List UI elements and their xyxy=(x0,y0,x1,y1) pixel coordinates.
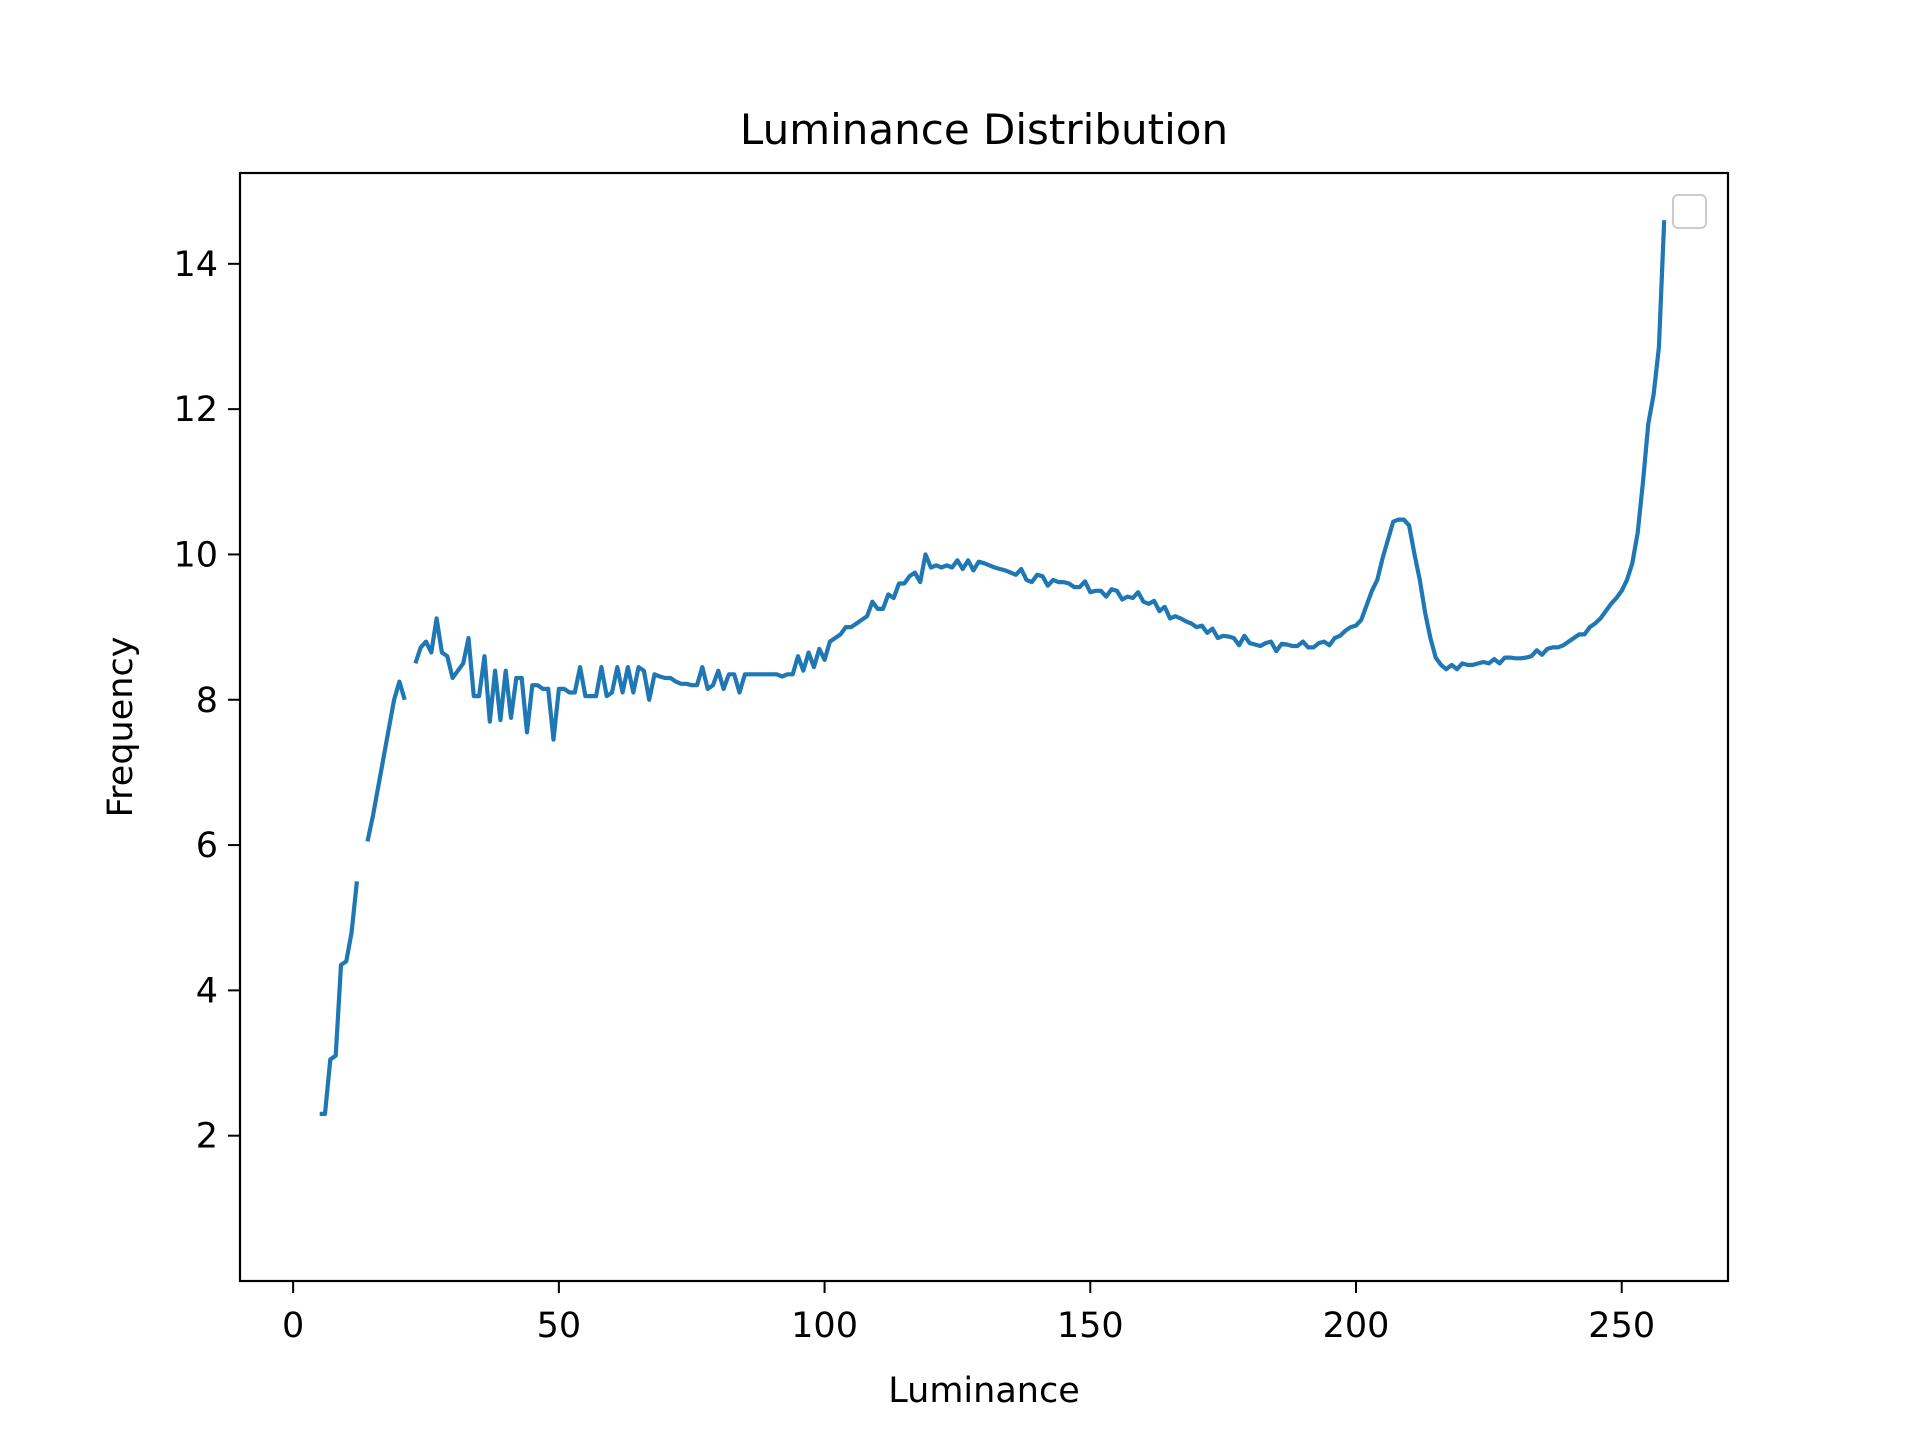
legend-box xyxy=(1672,194,1707,229)
y-tick-label: 8 xyxy=(196,681,218,721)
x-axis-label: Luminance xyxy=(888,1371,1079,1411)
y-tick-label: 2 xyxy=(196,1117,218,1157)
x-tick-label: 50 xyxy=(537,1306,582,1346)
y-tick-label: 14 xyxy=(173,245,218,285)
axes-frame xyxy=(238,171,1730,1283)
y-tick-label: 12 xyxy=(173,390,218,430)
x-tick-label: 0 xyxy=(282,1306,304,1346)
y-axis-label: Frequency xyxy=(101,637,141,818)
series-line-segment-0-1 xyxy=(365,679,407,842)
plot-layer xyxy=(319,220,1667,1116)
x-tick-label: 250 xyxy=(1588,1306,1655,1346)
x-tick-label: 150 xyxy=(1057,1306,1124,1346)
series-line-segment-0-2 xyxy=(413,220,1667,742)
y-tick-label: 4 xyxy=(196,971,218,1011)
x-tick-label: 200 xyxy=(1323,1306,1390,1346)
series-line-segment-0-0 xyxy=(319,881,359,1116)
y-tick-label: 6 xyxy=(196,826,218,866)
y-tick-label: 10 xyxy=(173,535,218,575)
chart-title: Luminance Distribution xyxy=(740,105,1228,154)
x-tick-label: 100 xyxy=(791,1306,858,1346)
tick-layer: 0 50 100 150 200 250 2 4 6 8 10 12 14 xyxy=(173,245,1655,1346)
